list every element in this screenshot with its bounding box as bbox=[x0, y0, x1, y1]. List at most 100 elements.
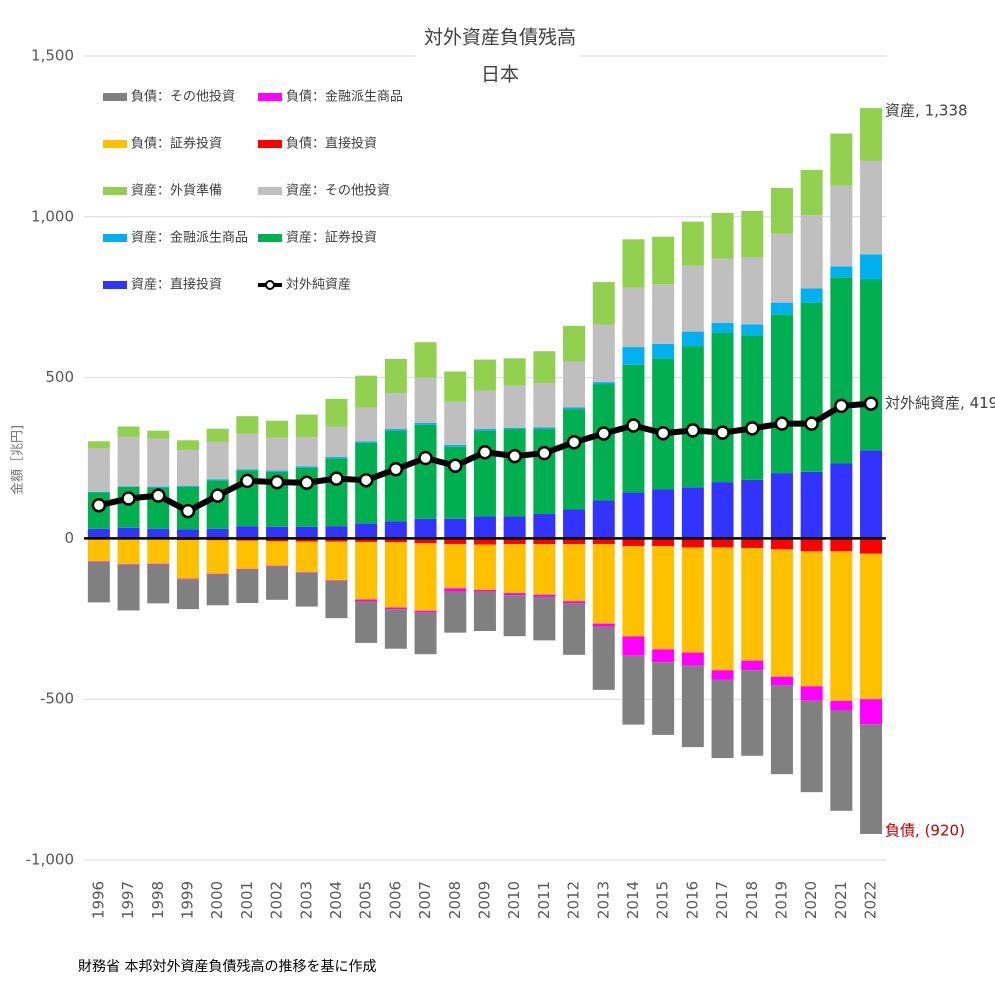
legend-swatch bbox=[265, 280, 275, 290]
x-tick-label: 2020 bbox=[802, 881, 820, 919]
net-marker bbox=[151, 488, 166, 503]
bar-segment bbox=[800, 288, 823, 303]
bar-segment bbox=[533, 351, 556, 384]
bar-segment bbox=[652, 358, 675, 490]
net-marker bbox=[180, 503, 196, 519]
bar-segment bbox=[533, 596, 556, 641]
source-note: 財務省 本邦対外資産負債残高の推移を基に作成 bbox=[78, 958, 376, 975]
legend-label: 負債：その他投資 bbox=[131, 89, 235, 105]
bar-segment bbox=[384, 538, 407, 543]
net-marker bbox=[804, 416, 819, 431]
x-tick-label: 2012 bbox=[565, 881, 583, 919]
bar-segment bbox=[860, 279, 883, 451]
bar-segment bbox=[711, 547, 734, 671]
bar-segment bbox=[563, 544, 586, 602]
bar-segment bbox=[770, 302, 793, 315]
bar-segment bbox=[87, 491, 110, 493]
legend-swatch bbox=[103, 281, 127, 289]
bar-segment bbox=[503, 593, 526, 596]
x-tick-label: 2015 bbox=[654, 881, 672, 919]
bar-segment bbox=[622, 239, 645, 288]
y-tick-label: 500 bbox=[45, 368, 74, 386]
bar-segment bbox=[384, 607, 407, 610]
bar-segment bbox=[473, 538, 496, 545]
bar-segment bbox=[444, 538, 467, 545]
legend-label: 対外純資産 bbox=[286, 277, 351, 293]
bar-segment bbox=[266, 470, 289, 472]
bar-segment bbox=[117, 527, 140, 539]
bar-segment bbox=[622, 546, 645, 637]
bar-segment bbox=[770, 549, 793, 677]
net-marker bbox=[655, 425, 671, 441]
bar-segment bbox=[711, 670, 734, 680]
bar-segment bbox=[533, 427, 556, 430]
bar-segment bbox=[236, 469, 259, 471]
bar-segment bbox=[533, 429, 556, 514]
bar-segment bbox=[860, 724, 883, 834]
bar-segment bbox=[295, 538, 318, 542]
bar-segment bbox=[384, 542, 407, 608]
net-marker bbox=[418, 450, 433, 466]
y-axis-label: 金額［兆円] bbox=[10, 425, 26, 495]
x-tick-label: 2004 bbox=[327, 881, 345, 919]
bar-segment bbox=[533, 383, 556, 428]
bar-segment bbox=[860, 699, 883, 725]
bar-segment bbox=[444, 371, 467, 402]
bar-segment bbox=[87, 448, 110, 492]
x-tick-label: 2014 bbox=[624, 881, 642, 919]
bar-segment bbox=[711, 322, 734, 333]
bar-segment bbox=[414, 342, 437, 378]
bar-segment bbox=[87, 528, 110, 539]
bar-segment bbox=[444, 518, 467, 539]
bar-segment bbox=[681, 665, 704, 748]
net-marker bbox=[269, 474, 285, 490]
bar-segment bbox=[592, 382, 615, 385]
bar-segment bbox=[117, 564, 140, 611]
bar-segment bbox=[295, 572, 318, 573]
x-tick-label: 2007 bbox=[416, 881, 434, 919]
bar-segment bbox=[236, 526, 259, 539]
annotation: 対外純資産, 419 bbox=[885, 394, 995, 412]
bar-segment bbox=[355, 523, 378, 539]
net-marker bbox=[210, 488, 225, 503]
bar-segment bbox=[830, 277, 853, 464]
y-tick-label: 1,500 bbox=[31, 47, 74, 65]
net-marker bbox=[121, 491, 136, 506]
bar-segment bbox=[800, 302, 823, 472]
bar-segment bbox=[444, 401, 467, 445]
bar-segment bbox=[741, 670, 764, 756]
bar-segment bbox=[206, 574, 229, 606]
bar-segment bbox=[87, 441, 110, 449]
bar-segment bbox=[325, 458, 348, 527]
bar-segment bbox=[622, 492, 645, 539]
bar-segment bbox=[860, 108, 883, 161]
bar-segment bbox=[206, 441, 229, 480]
bar-segment bbox=[266, 541, 289, 566]
bar-segment bbox=[206, 479, 229, 481]
net-marker bbox=[715, 425, 730, 440]
bar-segment bbox=[770, 233, 793, 303]
bar-segment bbox=[206, 573, 229, 575]
bar-segment bbox=[681, 538, 704, 548]
bar-segment bbox=[503, 429, 526, 517]
x-tick-label: 2018 bbox=[743, 881, 761, 919]
bar-segment bbox=[622, 655, 645, 725]
bar-segment bbox=[355, 541, 378, 600]
bar-segment bbox=[355, 538, 378, 542]
net-marker bbox=[596, 426, 611, 441]
bar-segment bbox=[533, 544, 556, 595]
bar-segment bbox=[147, 528, 170, 539]
bar-segment bbox=[266, 538, 289, 542]
bar-segment bbox=[147, 486, 170, 488]
bar-segment bbox=[147, 438, 170, 487]
bar-segment bbox=[860, 254, 883, 280]
bar-segment bbox=[355, 407, 378, 442]
net-marker bbox=[91, 498, 107, 513]
bar-segment bbox=[266, 437, 289, 471]
bar-segment bbox=[325, 457, 348, 459]
bar-segment bbox=[236, 540, 259, 569]
bar-segment bbox=[770, 685, 793, 775]
bar-segment bbox=[473, 544, 496, 590]
